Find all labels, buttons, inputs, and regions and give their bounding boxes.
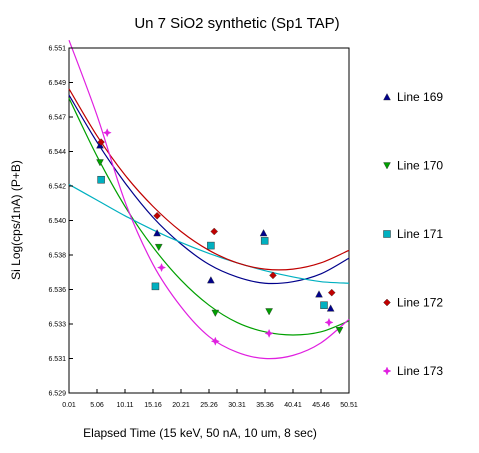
legend-marker-line-172 bbox=[383, 298, 391, 307]
y-tick-label: 6.536 bbox=[48, 287, 66, 294]
legend-label-line-171: Line 171 bbox=[397, 227, 443, 241]
y-tick-label: 6.551 bbox=[48, 46, 66, 53]
data-point-line-171 bbox=[151, 282, 160, 291]
data-point-line-171 bbox=[260, 237, 269, 245]
x-tick-label: 45.46 bbox=[312, 402, 330, 409]
y-tick-label: 6.529 bbox=[48, 391, 66, 398]
x-tick-label: 50.51 bbox=[340, 402, 358, 409]
y-tick-label: 6.544 bbox=[48, 149, 66, 156]
x-tick-label: 35.36 bbox=[256, 402, 274, 409]
data-point-line-172 bbox=[327, 288, 336, 297]
data-point-line-169 bbox=[315, 290, 323, 298]
data-point-line-173 bbox=[102, 128, 112, 138]
data-point-line-171 bbox=[207, 241, 215, 250]
y-tick-label: 6.547 bbox=[48, 115, 66, 122]
fit-curve-line-171 bbox=[68, 183, 350, 284]
fit-curve-line-173 bbox=[68, 39, 350, 360]
y-axis-ticks: 6.529 6.531 6.533 6.536 6.538 6.540 6.542 6.544… bbox=[48, 46, 73, 398]
data-point-line-170 bbox=[154, 243, 163, 252]
x-tick-label: 25.26 bbox=[200, 402, 218, 409]
data-point-line-172 bbox=[97, 138, 105, 146]
data-point-line-171 bbox=[320, 301, 328, 309]
data-point-line-172 bbox=[269, 271, 277, 280]
y-tick-label: 6.549 bbox=[48, 80, 66, 87]
data-point-line-169 bbox=[207, 276, 215, 284]
fit-curve-line-170 bbox=[68, 97, 350, 336]
x-tick-label: 30.31 bbox=[228, 402, 246, 409]
data-points bbox=[96, 128, 344, 346]
data-point-line-173 bbox=[324, 317, 334, 327]
plot-area bbox=[68, 47, 350, 394]
legend-label-line-172: Line 172 bbox=[397, 296, 443, 310]
x-tick-label: 0.01 bbox=[62, 402, 76, 409]
y-axis-title: Si Log(cps/1nA) (P+B) bbox=[9, 160, 23, 280]
legend-marker-line-171 bbox=[383, 230, 391, 238]
data-point-line-172 bbox=[210, 227, 218, 236]
x-tick-label: 15.16 bbox=[144, 402, 162, 409]
x-axis-ticks: 0.01 5.06 10.11 15.16 20.21 25.26 30.31 35.36 40… bbox=[62, 389, 358, 409]
x-tick-label: 40.41 bbox=[284, 402, 302, 409]
data-point-line-173 bbox=[210, 336, 220, 346]
legend-label-line-170: Line 170 bbox=[397, 159, 443, 173]
fit-curve-line-169 bbox=[68, 94, 350, 285]
data-point-line-169 bbox=[326, 304, 335, 312]
legend: Line 169 Line 170 Line 171 Line 172 Line 173 bbox=[382, 90, 443, 378]
y-tick-label: 6.533 bbox=[48, 322, 66, 329]
data-point-line-170 bbox=[96, 159, 104, 167]
legend-marker-line-173 bbox=[382, 366, 392, 376]
data-point-line-170 bbox=[211, 309, 220, 317]
fit-curve-line-172 bbox=[68, 88, 350, 271]
data-point-line-169 bbox=[153, 229, 161, 237]
legend-marker-line-169 bbox=[383, 93, 391, 101]
x-tick-label: 20.21 bbox=[172, 402, 190, 409]
y-tick-label: 6.540 bbox=[48, 218, 66, 225]
y-tick-label: 6.531 bbox=[48, 356, 66, 363]
data-point-line-172 bbox=[153, 212, 161, 220]
data-point-line-171 bbox=[97, 175, 105, 184]
data-point-line-170 bbox=[265, 308, 273, 316]
data-point-line-170 bbox=[335, 327, 344, 335]
data-point-line-169 bbox=[259, 229, 268, 237]
data-point-line-173 bbox=[157, 263, 167, 273]
chart-title: Un 7 SiO2 synthetic (Sp1 TAP) bbox=[134, 15, 339, 32]
data-point-line-173 bbox=[264, 328, 274, 338]
x-tick-label: 5.06 bbox=[90, 402, 104, 409]
x-axis-title: Elapsed Time (15 keV, 50 nA, 10 um, 8 se… bbox=[83, 426, 317, 440]
y-tick-label: 6.542 bbox=[48, 184, 66, 191]
x-tick-label: 10.11 bbox=[117, 402, 134, 409]
y-tick-label: 6.538 bbox=[48, 253, 66, 260]
legend-marker-line-170 bbox=[383, 162, 391, 170]
legend-label-line-169: Line 169 bbox=[397, 90, 443, 104]
fit-curves bbox=[68, 39, 350, 360]
legend-label-line-173: Line 173 bbox=[397, 364, 443, 378]
